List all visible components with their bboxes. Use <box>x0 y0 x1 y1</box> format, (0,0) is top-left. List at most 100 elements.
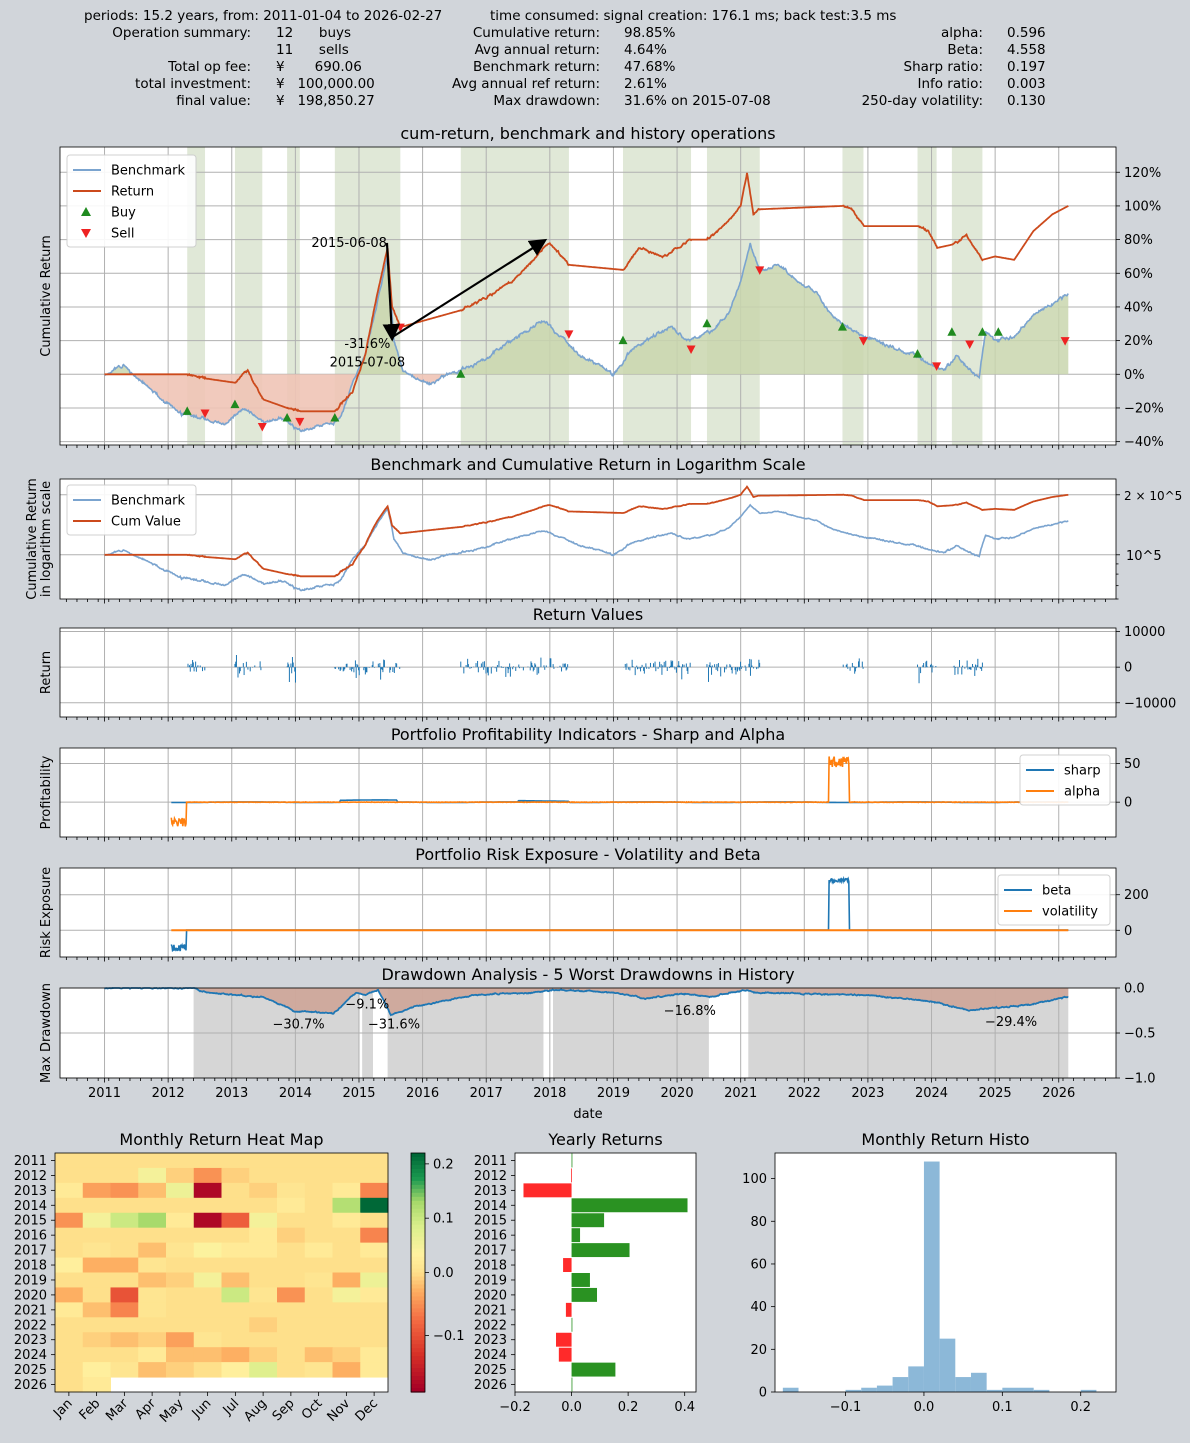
hold-period-band <box>951 147 983 445</box>
colorbar-segment <box>411 1308 425 1313</box>
colorbar-segment <box>411 1364 425 1369</box>
summary-value: ¥ 198,850.27 <box>276 93 375 109</box>
yearly-bar <box>558 1347 572 1362</box>
heatmap-cell <box>221 1242 250 1259</box>
heatmap-cell <box>360 1317 389 1333</box>
monthly-heatmap: 2011201220132014201520162017201820192020… <box>14 1130 465 1426</box>
x-tick-label: 0.1 <box>992 1400 1013 1415</box>
y-tick-label: 10^5 <box>1126 549 1162 564</box>
buy-marker <box>977 327 987 336</box>
heatmap-cell <box>332 1167 361 1184</box>
year-label: 2019 <box>474 1273 507 1288</box>
heatmap-cell <box>138 1362 167 1378</box>
month-label: Sep <box>270 1396 298 1424</box>
heatmap-cell <box>166 1257 195 1273</box>
heatmap-cell <box>110 1153 139 1169</box>
legend-label: Benchmark <box>111 164 186 179</box>
heatmap-cell <box>277 1287 306 1303</box>
year-label: 2018 <box>474 1259 507 1274</box>
legend-label: Buy <box>111 206 136 221</box>
yearly-bar <box>571 1153 573 1168</box>
colorbar-segment <box>411 1264 425 1270</box>
colorbar-segment <box>411 1212 425 1218</box>
row-label: 2024 <box>14 1348 47 1363</box>
heatmap-cell <box>304 1347 333 1363</box>
heatmap-cell <box>110 1197 139 1214</box>
colorbar-segment <box>411 1288 425 1294</box>
heatmap-cell <box>55 1153 84 1169</box>
heatmap-cell <box>55 1197 84 1214</box>
recovery-arrow <box>391 238 548 339</box>
year-label: 2015 <box>474 1214 507 1229</box>
heatmap-cell <box>277 1227 306 1244</box>
yearly-bar <box>571 1287 598 1302</box>
heatmap-cell <box>249 1272 278 1288</box>
gain-fill-area <box>104 243 1069 375</box>
heatmap-cell <box>360 1302 389 1318</box>
heatmap-cell <box>221 1212 250 1229</box>
heatmap-cell <box>249 1182 278 1199</box>
heatmap-cell <box>277 1317 306 1333</box>
loss-fill-area <box>104 374 1069 432</box>
buy-marker <box>456 369 466 378</box>
summary-value: 4.558 <box>1007 42 1046 58</box>
heatmap-cell <box>193 1197 222 1214</box>
heatmap-cell <box>332 1227 361 1244</box>
heatmap-cell <box>110 1272 139 1288</box>
colorbar-segment <box>411 1244 425 1250</box>
legend-label: Cum Value <box>111 515 181 530</box>
heatmap-cell <box>304 1302 333 1318</box>
row-label: 2016 <box>14 1229 47 1244</box>
heatmap-cell <box>332 1212 361 1229</box>
heatmap-cell <box>360 1242 389 1259</box>
yearly-bar <box>571 1377 573 1392</box>
colorbar-label: −0.1 <box>433 1329 465 1344</box>
yearly-bar <box>565 1302 572 1317</box>
heatmap-cell <box>249 1153 278 1169</box>
y-tick-label: 10000 <box>1124 625 1165 640</box>
x-tick-label: 2021 <box>724 1086 757 1101</box>
monthly-histogram: −0.1 0.0 0.1 0.2 0 20 40 60 80 100 Monthly Return … <box>742 1130 1117 1415</box>
heatmap-cell <box>110 1347 139 1363</box>
heatmap-cell <box>110 1287 139 1303</box>
plot-area <box>60 868 1116 957</box>
annotation-label: 2015-07-08 <box>330 356 406 371</box>
colorbar-segment <box>411 1208 425 1214</box>
heatmap-cell <box>193 1317 222 1333</box>
heatmap-cell <box>360 1153 389 1169</box>
sell-marker <box>858 337 868 346</box>
colorbar-segment <box>411 1324 425 1329</box>
x-tick-label: 2019 <box>597 1086 630 1101</box>
y-tick-label: 100 <box>742 1172 767 1187</box>
heatmap-cell <box>193 1347 222 1363</box>
hold-period-band <box>842 147 864 445</box>
buy-marker <box>618 335 628 345</box>
heatmap-cell <box>221 1272 250 1288</box>
heatmap-cell <box>249 1257 278 1273</box>
heatmap-cell <box>55 1167 84 1184</box>
histogram-bar <box>1080 1389 1097 1392</box>
chart-title: Portfolio Risk Exposure - Volatility and… <box>415 845 760 864</box>
histogram-bar <box>892 1377 909 1392</box>
buy-marker <box>993 327 1003 336</box>
legend-box <box>1019 754 1111 806</box>
x-tick-label: 0.4 <box>674 1400 695 1415</box>
heatmap-cell <box>55 1182 84 1199</box>
heatmap-cell <box>166 1242 195 1259</box>
legend-label: sharp <box>1064 764 1101 779</box>
colorbar-segment <box>411 1204 425 1210</box>
heatmap-cell <box>193 1272 222 1288</box>
row-label: 2026 <box>14 1378 47 1393</box>
summary-value: 0.003 <box>1007 76 1046 92</box>
sell-marker <box>295 417 305 427</box>
colorbar-segment <box>411 1160 425 1166</box>
colorbar-segment <box>411 1276 425 1282</box>
colorbar-segment <box>411 1388 425 1393</box>
heatmap-cell <box>304 1317 333 1333</box>
colorbar-segment <box>411 1284 425 1290</box>
sell-marker <box>564 330 574 339</box>
heatmap-cell <box>193 1287 222 1303</box>
heatmap-cell <box>166 1153 195 1169</box>
plot-frame <box>59 627 1117 718</box>
buy-marker <box>230 399 240 409</box>
